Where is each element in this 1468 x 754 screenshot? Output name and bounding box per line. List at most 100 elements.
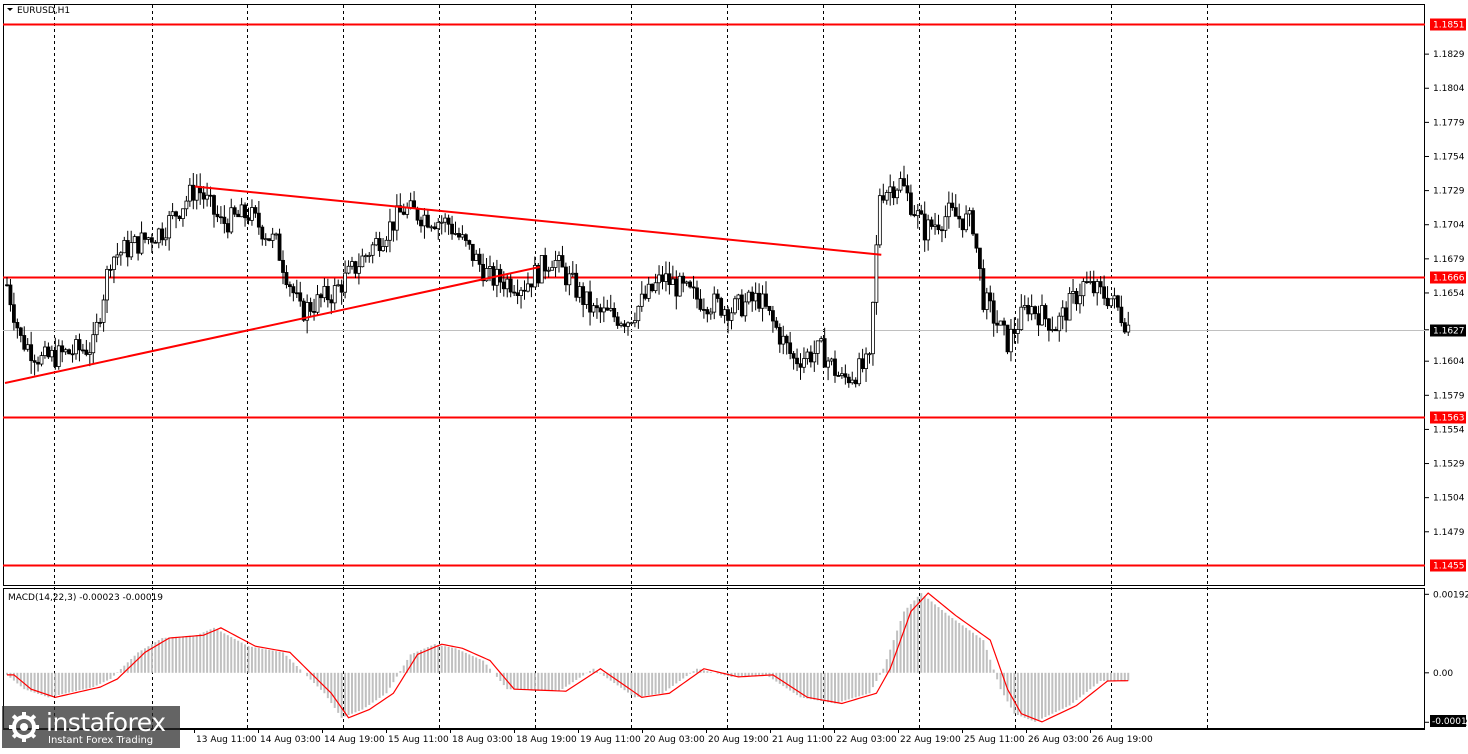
price-tick-label: 1.1479 [1433, 528, 1465, 538]
brand-tagline: Instant Forex Trading [48, 735, 154, 746]
candle-body [1060, 307, 1065, 317]
candle-body [867, 353, 872, 356]
candle-body [964, 213, 968, 231]
candle-body [512, 291, 517, 294]
candle-body [325, 285, 330, 301]
candle-body [67, 349, 71, 355]
candle-body [470, 243, 475, 261]
candle-body [588, 291, 592, 313]
candle-body [1047, 318, 1051, 331]
candle-body [1043, 305, 1048, 320]
candle-body [229, 207, 234, 233]
candle-body [888, 186, 893, 193]
candle-body [1095, 281, 1100, 294]
symbol-title: EURUSD,H1 [17, 6, 70, 16]
price-panel-frame [3, 4, 1425, 586]
candle-body [760, 293, 765, 309]
candle-body [139, 232, 144, 254]
candle-body [1040, 305, 1044, 326]
candle-body [160, 228, 165, 241]
candle-body [1053, 329, 1058, 332]
candle-body [36, 361, 40, 365]
candle-body [978, 247, 982, 269]
candle-body [501, 281, 506, 290]
candle-body [356, 266, 361, 274]
price-tick-label: 1.1679 [1433, 255, 1465, 265]
candle-body [636, 305, 641, 322]
symbol-dropdown-icon[interactable] [7, 8, 13, 11]
time-tick-label: 15 Aug 11:00 [388, 735, 449, 745]
candle-body [436, 221, 441, 230]
time-tick-label: 14 Aug 03:00 [260, 735, 321, 745]
candle-body [46, 346, 51, 358]
candle-body [477, 253, 482, 265]
candle-body [601, 307, 606, 313]
candle-body [1126, 324, 1131, 333]
candle-body [864, 353, 868, 370]
candle-body [922, 213, 927, 241]
candle-body [49, 349, 54, 358]
candle-body [974, 233, 979, 249]
candle-body [905, 185, 910, 194]
candle-body [519, 289, 523, 296]
candle-body [546, 269, 551, 272]
candle-body [474, 253, 479, 261]
candle-body [453, 233, 458, 235]
candle-body [712, 293, 717, 313]
candle-body [322, 285, 327, 299]
candle-body [788, 342, 793, 354]
candle-body [698, 298, 703, 310]
candle-body [515, 292, 520, 296]
candle-body [336, 284, 341, 287]
candle-body [1026, 305, 1031, 315]
candle-body [260, 226, 265, 240]
candle-body [149, 237, 154, 243]
candle-body [664, 273, 668, 282]
candle-body [595, 305, 599, 309]
level-badge [1430, 559, 1466, 572]
candle-body [967, 210, 972, 215]
candle-body [1081, 281, 1086, 297]
candle-body [439, 221, 444, 224]
candle-body [850, 379, 855, 384]
candle-body [163, 237, 168, 241]
candle-body [902, 178, 906, 187]
candle-body [560, 255, 565, 268]
candle-body [750, 291, 755, 302]
level-badge-label: 1.1851 [1433, 21, 1465, 31]
candle-body [267, 238, 272, 241]
candle-body [1005, 324, 1010, 353]
candle-body [156, 228, 161, 244]
candle-body [719, 298, 724, 316]
candle-body [319, 294, 323, 299]
candle-body [1002, 320, 1006, 326]
trendline-resistance [194, 185, 882, 256]
candle-body [215, 213, 220, 218]
candle-body [912, 214, 917, 217]
candle-body [984, 292, 989, 310]
candle-body [667, 273, 672, 285]
candle-body [857, 358, 862, 385]
time-tick-label: 26 Aug 03:00 [1028, 735, 1089, 745]
candle-body [753, 292, 758, 302]
candle-body [1116, 295, 1120, 308]
candle-body [481, 263, 486, 282]
price-tick-label: 1.1554 [1433, 425, 1465, 435]
candle-body [298, 292, 303, 302]
gear-logo-icon [9, 712, 39, 742]
candle-body [87, 352, 92, 355]
candle-body [570, 272, 575, 275]
candle-body [615, 316, 620, 326]
candle-body [1098, 281, 1103, 288]
candle-body [736, 294, 741, 300]
candle-body [819, 338, 824, 342]
candle-body [191, 184, 196, 201]
candle-body [991, 300, 996, 324]
candle-body [650, 283, 655, 292]
candle-body [784, 335, 789, 344]
candle-body [256, 212, 261, 228]
candle-body [284, 272, 289, 286]
candle-body [532, 265, 537, 288]
